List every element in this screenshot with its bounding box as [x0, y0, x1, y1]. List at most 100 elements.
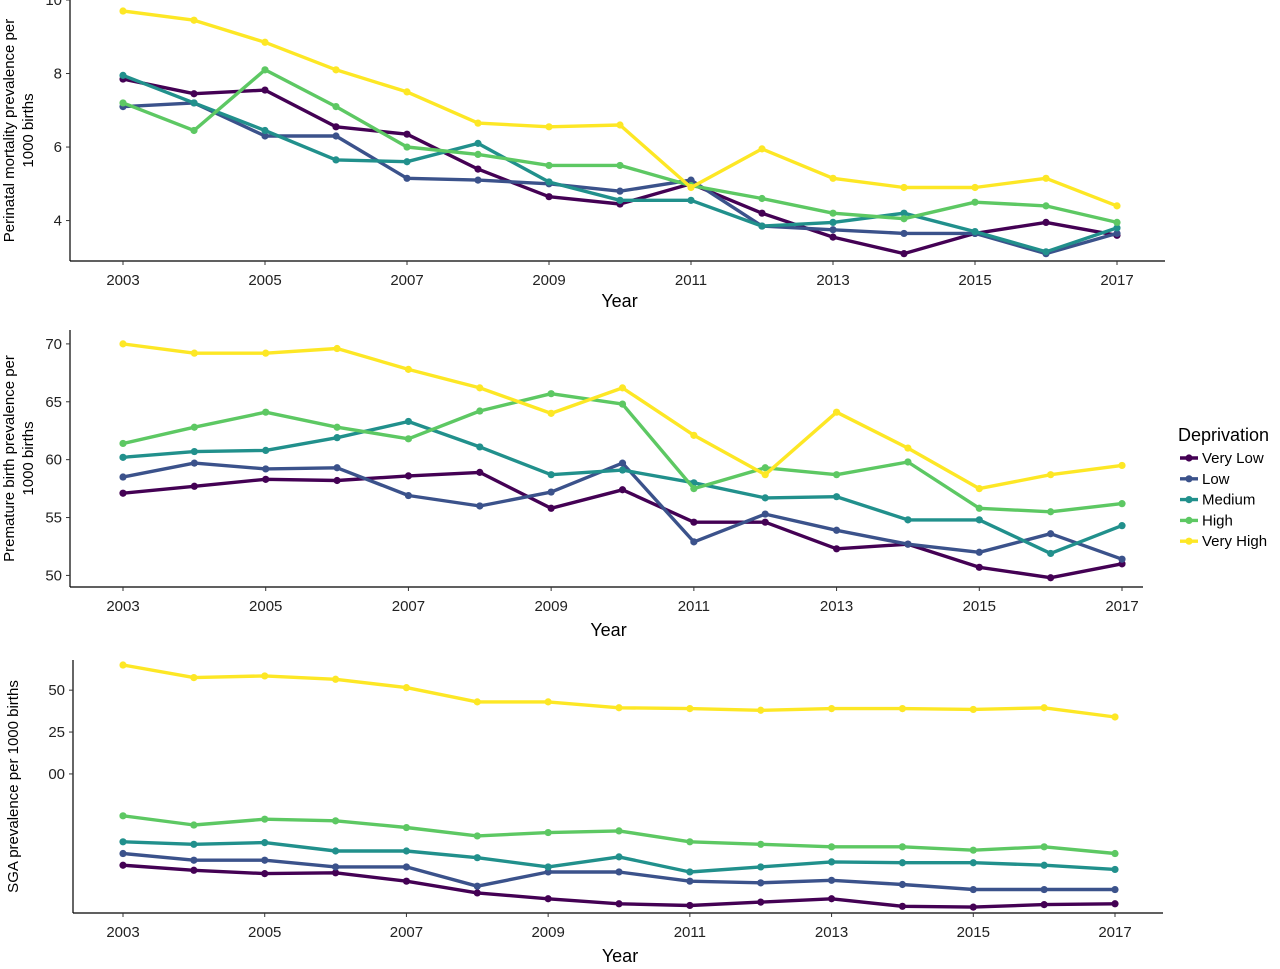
data-point-medium [898, 859, 907, 867]
data-point-low [119, 473, 127, 481]
data-point-very-high [757, 706, 765, 714]
data-point-high [898, 843, 907, 851]
data-point-very-low [690, 518, 698, 526]
data-point-very-low [761, 518, 769, 526]
legend-title: Deprivation [1178, 425, 1269, 445]
y-tick-label: 60 [45, 452, 62, 469]
y-axis-title-line: Perinatal mortality prevalence per [1, 19, 18, 242]
x-axis-title: Year [590, 620, 626, 640]
data-point-very-low [757, 898, 765, 906]
data-point-medium [971, 227, 979, 236]
data-point-high [969, 846, 977, 854]
data-point-very-high [333, 344, 341, 353]
data-point-low [331, 863, 340, 871]
data-point-very-low [1111, 900, 1119, 908]
data-point-low [969, 885, 977, 894]
data-point-high [544, 828, 552, 837]
data-point-very-high [1111, 713, 1119, 721]
data-point-very-low [402, 877, 411, 885]
x-tick-label: 2015 [958, 272, 991, 289]
data-point-very-high [404, 365, 413, 373]
data-point-very-low [758, 209, 766, 217]
data-point-very-low [898, 902, 907, 910]
data-point-very-low [547, 504, 555, 512]
data-point-very-low [476, 468, 484, 476]
data-point-very-high [1042, 174, 1050, 182]
data-point-low [898, 880, 907, 889]
y-tick-label: 10 [45, 0, 62, 9]
y-axis-title-line: 1000 births [20, 421, 37, 495]
data-point-very-low [190, 482, 198, 490]
data-point-low [904, 540, 912, 548]
data-point-high [331, 817, 340, 825]
data-point-medium [1040, 861, 1048, 869]
data-point-medium [547, 471, 555, 479]
x-tick-label: 2011 [674, 924, 706, 941]
data-point-very-high [119, 7, 127, 15]
data-point-very-high [616, 121, 624, 129]
data-point-very-low [1042, 218, 1050, 227]
legend-label: Low [1202, 471, 1230, 488]
data-point-high [404, 435, 413, 443]
y-tick-label: 55 [45, 510, 62, 527]
data-point-high [473, 832, 481, 840]
data-point-high [1118, 500, 1126, 508]
data-point-very-low [618, 486, 627, 494]
data-point-very-high [971, 183, 979, 192]
x-tick-label: 2003 [106, 924, 139, 941]
y-axis-title-line: SGA prevalence per 1000 births [5, 680, 22, 893]
data-point-very-high [904, 444, 912, 452]
data-point-high [832, 471, 841, 479]
data-point-low [1111, 885, 1119, 894]
data-point-high [1111, 849, 1119, 858]
data-point-low [615, 868, 623, 876]
data-point-low [261, 856, 269, 864]
data-point-medium [1042, 248, 1050, 256]
data-point-high [547, 390, 555, 398]
data-point-high [190, 423, 198, 431]
x-tick-label: 2015 [957, 924, 990, 941]
data-point-low [1047, 530, 1055, 538]
data-point-medium [119, 453, 127, 461]
data-point-medium [1047, 549, 1055, 558]
data-point-very-high [975, 484, 983, 493]
data-point-very-high [618, 384, 627, 392]
data-point-high [975, 504, 983, 512]
data-point-high [1047, 508, 1055, 516]
series-line-high [122, 814, 1116, 856]
data-point-low [900, 229, 908, 238]
data-point-very-high [545, 123, 553, 131]
data-point-high [332, 103, 340, 111]
legend-item-high: High [1180, 512, 1233, 529]
data-point-low [832, 526, 841, 534]
x-axis-title: Year [602, 946, 638, 964]
y-tick-label: 8 [54, 66, 62, 83]
data-point-very-high [758, 145, 766, 153]
data-point-very-low [900, 250, 908, 258]
data-point-medium [900, 209, 908, 217]
data-point-medium [333, 434, 341, 442]
data-point-very-high [1118, 461, 1126, 470]
data-point-low [332, 132, 340, 140]
y-axis-title: Premature birth prevalence per 1000 birth… [1, 355, 37, 562]
x-tick-label: 2013 [816, 272, 849, 289]
data-point-medium [904, 516, 912, 524]
data-point-very-high [476, 384, 484, 392]
data-point-very-low [261, 870, 269, 878]
x-tick-label: 2007 [392, 598, 425, 615]
data-point-very-high [1113, 202, 1121, 210]
y-tick-label: 00 [48, 766, 65, 783]
data-point-high [403, 143, 411, 151]
legend-swatch-point [1185, 475, 1193, 483]
data-point-medium [1113, 224, 1121, 232]
legend-swatch-point [1185, 516, 1193, 525]
data-point-medium [119, 838, 127, 846]
data-point-low [403, 174, 411, 182]
data-point-very-low [119, 861, 127, 869]
data-point-very-high [190, 673, 198, 682]
data-point-very-high [331, 675, 340, 683]
x-tick-label: 2011 [678, 598, 710, 615]
data-point-high [827, 843, 836, 851]
data-point-medium [687, 196, 695, 204]
data-point-medium [544, 863, 552, 871]
